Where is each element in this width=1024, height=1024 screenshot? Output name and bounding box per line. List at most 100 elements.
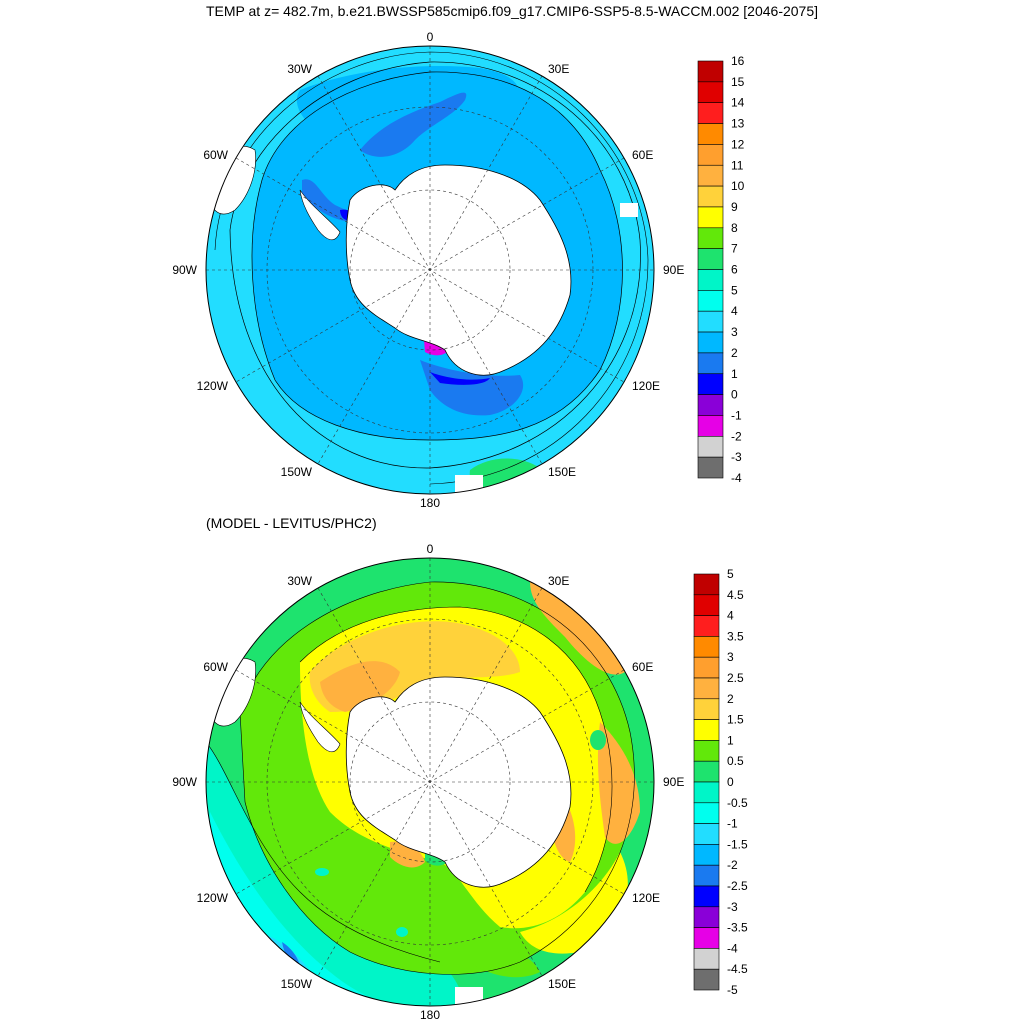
top-map-svg: 0 30E 60E 90E 120E 150E 180 150W 120W 90… — [172, 30, 745, 510]
top-colorbar-swatch — [697, 310, 724, 333]
lon-label-90e: 90E — [663, 263, 684, 277]
top-colorbar-label: -3 — [731, 450, 742, 464]
bottom-colorbar-swatch — [693, 802, 720, 824]
lon-label-150e: 150E — [548, 977, 576, 991]
lon-label-60w: 60W — [203, 660, 228, 674]
bottom-colorbar-label: -3.5 — [727, 921, 748, 935]
top-colorbar-label: 6 — [731, 263, 738, 277]
top-colorbar-swatch — [697, 81, 724, 103]
top-colorbar-label: 13 — [731, 117, 745, 131]
bottom-colorbar-label: -4 — [727, 941, 738, 955]
top-colorbar-label: 0 — [731, 388, 738, 402]
bottom-colorbar-label: 0.5 — [727, 754, 744, 768]
bottom-colorbar-label: -2 — [727, 858, 738, 872]
top-colorbar-label: 1 — [731, 367, 738, 381]
difference-subtitle: (MODEL - LEVITUS/PHC2) — [206, 515, 377, 531]
lon-label-30w: 30W — [287, 574, 312, 588]
top-colorbar-swatch — [697, 290, 724, 312]
top-colorbar-swatch — [697, 352, 724, 375]
top-colorbar-swatch — [697, 60, 724, 83]
top-colorbar-swatch — [697, 373, 724, 395]
top-colorbar-label: 15 — [731, 75, 745, 89]
top-colorbar-label: 12 — [731, 137, 745, 151]
bottom-colorbar-label: 1.5 — [727, 713, 744, 727]
bottom-colorbar-swatch — [693, 844, 720, 866]
bottom-colorbar-label: -5 — [727, 983, 738, 997]
top-colorbar-label: 10 — [731, 179, 745, 193]
bottom-colorbar-swatch — [693, 615, 720, 637]
bottom-colorbar-swatch — [693, 864, 720, 887]
top-panel: 0 30E 60E 90E 120E 150E 180 150W 120W 90… — [172, 30, 745, 510]
top-colorbar-label: 11 — [731, 158, 744, 172]
top-colorbar-swatch — [697, 227, 724, 249]
top-colorbar-label: 2 — [731, 346, 738, 360]
bottom-colorbar-swatch — [693, 948, 720, 970]
bottom-colorbar-swatch — [693, 594, 720, 616]
lon-label-120e: 120E — [632, 891, 660, 905]
top-colorbar-swatch — [697, 248, 724, 270]
bottom-colorbar-label: 5 — [727, 567, 734, 581]
bottom-colorbar-swatch — [693, 760, 720, 783]
top-colorbar-swatch — [697, 144, 724, 166]
top-colorbar-label: 3 — [731, 325, 738, 339]
bottom-colorbar-swatch — [693, 719, 720, 741]
top-colorbar-swatch — [697, 435, 724, 458]
lon-label-150w: 150W — [281, 465, 313, 479]
top-colorbar-swatch — [697, 269, 724, 291]
bottom-colorbar: 5 4.5 4 3.5 3 2.5 2 1.5 1 0.5 0 -0.5 -1 -1.5 -2 -2.5 -3 -… — [693, 567, 748, 997]
lon-label-180: 180 — [420, 496, 440, 510]
bottom-colorbar-label: -4.5 — [727, 962, 748, 976]
bottom-colorbar-label: 1 — [727, 733, 734, 747]
bottom-colorbar-label: 3 — [727, 650, 734, 664]
bottom-colorbar-label: -3 — [727, 900, 738, 914]
bottom-map-svg: 0 30E 60E 90E 120E 150E 180 150W 120W 90… — [172, 542, 748, 1022]
bottom-colorbar-swatch — [693, 677, 720, 700]
lon-label-60e: 60E — [632, 660, 653, 674]
top-colorbar-label: -1 — [731, 408, 742, 422]
top-colorbar-swatch — [697, 206, 724, 229]
bottom-colorbar-swatch — [693, 906, 720, 928]
bottom-colorbar-swatch — [693, 656, 720, 679]
figure-title: TEMP at z= 482.7m, b.e21.BWSSP585cmip6.f… — [205, 3, 819, 19]
lon-label-150e: 150E — [548, 465, 576, 479]
bottom-colorbar-label: 2.5 — [727, 671, 744, 685]
lon-label-0: 0 — [427, 542, 434, 556]
top-colorbar-swatch — [697, 415, 724, 437]
lon-label-30e: 30E — [548, 62, 569, 76]
top-colorbar-label: 16 — [731, 54, 745, 68]
top-colorbar-label: 8 — [731, 221, 738, 235]
top-colorbar-label: -2 — [731, 429, 742, 443]
top-colorbar-swatch — [697, 456, 724, 479]
lon-label-120w: 120W — [197, 891, 229, 905]
lon-label-90e: 90E — [663, 775, 684, 789]
lon-label-60w: 60W — [203, 148, 228, 162]
bottom-colorbar-label: 3.5 — [727, 629, 744, 643]
top-colorbar-swatch — [697, 123, 724, 145]
bottom-colorbar-label: -1.5 — [727, 837, 748, 851]
bottom-colorbar-swatch — [693, 927, 720, 949]
lon-label-0: 0 — [427, 30, 434, 44]
lon-label-90w: 90W — [172, 263, 197, 277]
top-colorbar-label: -4 — [731, 471, 742, 485]
lon-label-180: 180 — [420, 1008, 440, 1022]
bottom-colorbar-label: 0 — [727, 775, 734, 789]
bottom-colorbar-label: -0.5 — [727, 796, 748, 810]
top-colorbar-swatch — [697, 185, 724, 208]
top-colorbar-label: 5 — [731, 283, 738, 297]
top-colorbar-swatch — [697, 394, 724, 416]
bottom-colorbar-label: 4 — [727, 609, 734, 623]
bottom-colorbar-swatch — [693, 823, 720, 845]
bottom-colorbar-swatch — [693, 636, 720, 658]
lon-label-120e: 120E — [632, 379, 660, 393]
top-colorbar-label: 4 — [731, 304, 738, 318]
bottom-colorbar-swatch — [693, 573, 720, 596]
top-colorbar-label: 9 — [731, 200, 738, 214]
lon-label-30e: 30E — [548, 574, 569, 588]
lon-label-150w: 150W — [281, 977, 313, 991]
bottom-colorbar-swatch — [693, 968, 720, 991]
bottom-colorbar-swatch — [693, 698, 720, 720]
top-colorbar-label: 7 — [731, 242, 738, 256]
bottom-colorbar-swatch — [693, 740, 720, 762]
top-graticule — [206, 46, 654, 494]
